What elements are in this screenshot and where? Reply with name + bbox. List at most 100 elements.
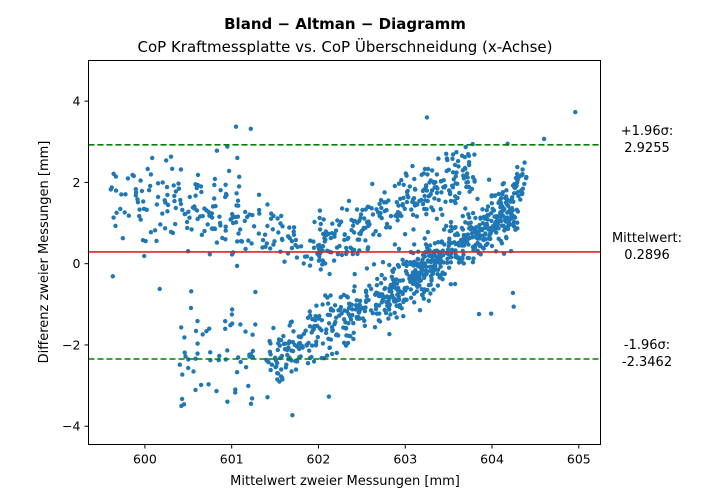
- data-point: [236, 231, 241, 236]
- data-point: [473, 225, 479, 230]
- data-point: [421, 171, 426, 176]
- data-point: [193, 328, 199, 334]
- data-point: [229, 312, 235, 317]
- data-point: [422, 206, 427, 212]
- data-point: [394, 200, 399, 205]
- data-point: [331, 258, 337, 263]
- data-point: [388, 213, 394, 219]
- data-point: [503, 226, 508, 231]
- data-point: [284, 347, 290, 353]
- data-point: [448, 198, 454, 204]
- data-point: [330, 221, 335, 226]
- data-point: [409, 207, 414, 212]
- data-point: [541, 136, 547, 142]
- upper-limit-label-value: 2.9255: [624, 141, 670, 156]
- data-point: [205, 222, 210, 227]
- data-point: [317, 242, 322, 248]
- data-point: [444, 223, 449, 229]
- data-point: [304, 342, 309, 348]
- data-point: [378, 197, 384, 203]
- data-point: [438, 206, 443, 212]
- data-point: [209, 226, 215, 231]
- data-point: [294, 255, 300, 260]
- data-point: [119, 192, 124, 197]
- data-point: [223, 326, 228, 331]
- data-point: [436, 197, 441, 203]
- data-point: [188, 305, 194, 311]
- data-point: [155, 194, 161, 200]
- data-point: [249, 396, 255, 401]
- data-point: [503, 217, 508, 222]
- data-point: [189, 227, 194, 232]
- data-point: [379, 205, 384, 211]
- data-point: [316, 246, 322, 251]
- data-point: [426, 298, 431, 303]
- data-point: [229, 307, 235, 312]
- data-point: [311, 245, 317, 250]
- data-point: [273, 365, 278, 370]
- data-point: [387, 262, 392, 268]
- data-point: [420, 257, 425, 262]
- data-point: [412, 176, 417, 182]
- data-point: [445, 260, 450, 265]
- data-point: [412, 300, 417, 305]
- data-point: [271, 242, 276, 247]
- data-point: [398, 196, 403, 201]
- data-point: [357, 316, 362, 321]
- data-point: [223, 182, 228, 187]
- data-point: [280, 237, 285, 243]
- data-point: [339, 311, 344, 316]
- data-point: [212, 196, 217, 201]
- data-point: [182, 335, 187, 340]
- data-point: [452, 162, 458, 168]
- data-point: [307, 324, 313, 329]
- data-point: [118, 206, 123, 212]
- data-point: [465, 180, 471, 185]
- data-point: [453, 200, 458, 206]
- data-point: [466, 242, 471, 247]
- data-point: [330, 327, 335, 333]
- data-point: [445, 256, 450, 261]
- data-point: [194, 208, 200, 213]
- data-point: [401, 261, 406, 267]
- data-point: [200, 213, 205, 219]
- data-point: [265, 358, 270, 363]
- data-point: [512, 215, 518, 220]
- data-point: [452, 232, 458, 238]
- data-point: [328, 235, 333, 241]
- data-point: [148, 183, 153, 189]
- data-point: [236, 184, 242, 189]
- data-point: [225, 399, 230, 404]
- data-point: [423, 242, 429, 247]
- data-point: [403, 286, 408, 292]
- data-point: [408, 279, 413, 284]
- data-point: [237, 174, 242, 179]
- data-point: [509, 213, 514, 219]
- data-point: [428, 192, 433, 197]
- data-point: [452, 281, 458, 287]
- data-point: [486, 236, 492, 241]
- data-point: [315, 334, 320, 340]
- data-point: [380, 297, 385, 302]
- data-point: [344, 294, 350, 299]
- data-point: [446, 188, 452, 193]
- data-point: [235, 155, 240, 161]
- data-point: [334, 315, 339, 320]
- data-point: [324, 232, 329, 237]
- data-point: [384, 200, 389, 205]
- data-point: [382, 276, 387, 281]
- data-point: [249, 241, 254, 246]
- data-point: [243, 209, 248, 215]
- data-point: [500, 192, 505, 197]
- data-point: [324, 327, 329, 332]
- data-point: [199, 232, 205, 237]
- data-point: [212, 176, 218, 182]
- data-point: [334, 332, 339, 337]
- data-point: [500, 208, 506, 213]
- data-point: [456, 243, 462, 248]
- data-point: [321, 217, 326, 222]
- data-point: [230, 215, 235, 220]
- data-point: [183, 354, 188, 359]
- data-point: [164, 158, 169, 163]
- data-point: [489, 201, 494, 206]
